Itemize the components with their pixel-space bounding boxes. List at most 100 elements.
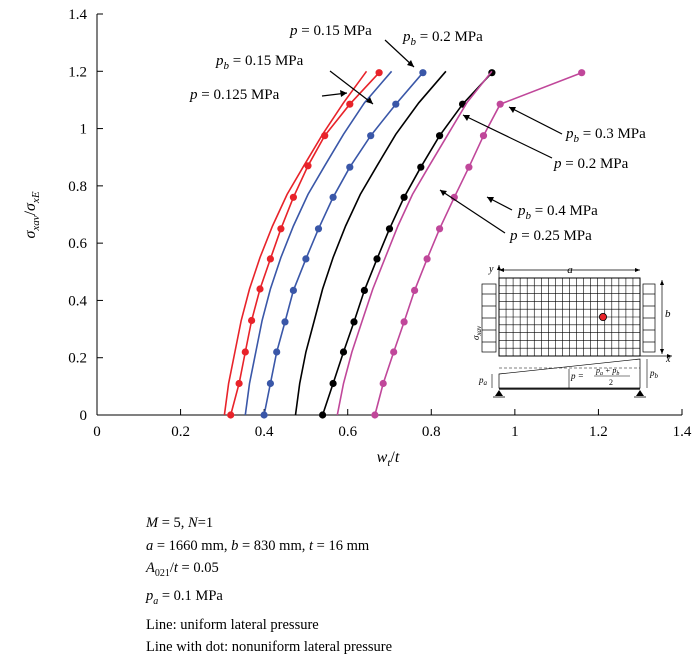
data-point bbox=[385, 225, 394, 233]
note-pa: pa = 0.1 MPa bbox=[146, 588, 223, 608]
y-tick-label: 0.8 bbox=[68, 179, 87, 195]
series-1 bbox=[227, 69, 383, 419]
series-line bbox=[263, 72, 424, 416]
data-point bbox=[411, 286, 419, 294]
annotation-p025: p = 0.25 MPa bbox=[439, 189, 592, 244]
data-point bbox=[367, 132, 375, 140]
y-tick-label: 1.2 bbox=[68, 64, 87, 80]
data-point bbox=[350, 318, 358, 326]
data-point bbox=[289, 286, 297, 294]
svg-text:p = 0.2 MPa: p = 0.2 MPa bbox=[553, 156, 629, 172]
annotation-pb03: pb = 0.3 MPa bbox=[508, 106, 646, 145]
series-5 bbox=[319, 69, 496, 419]
data-point bbox=[400, 193, 408, 201]
svg-text:p = 0.25 MPa: p = 0.25 MPa bbox=[509, 228, 592, 244]
inset-supports bbox=[493, 390, 646, 398]
data-point bbox=[436, 132, 444, 140]
data-point bbox=[465, 163, 473, 171]
data-point bbox=[329, 379, 337, 388]
data-point bbox=[450, 193, 458, 201]
x-axis-title: wt/t bbox=[377, 449, 400, 469]
data-point bbox=[256, 285, 264, 293]
data-point bbox=[392, 100, 400, 108]
data-point bbox=[436, 225, 444, 233]
data-point bbox=[304, 162, 312, 170]
annotation-pb02: pb = 0.2 MPa bbox=[402, 29, 483, 48]
y-tick-label: 0 bbox=[80, 408, 88, 424]
svg-text:pb = 0.4 MPa: pb = 0.4 MPa bbox=[517, 203, 598, 222]
annotation-pb04: pb = 0.4 MPa bbox=[486, 196, 598, 222]
note-dimensions: a = 1660 mm, b = 830 mm, t = 16 mm bbox=[146, 537, 370, 554]
series-2 bbox=[244, 70, 393, 416]
y-tick-label: 0.2 bbox=[68, 351, 87, 367]
series-3 bbox=[260, 69, 427, 419]
y-tick-label: 0.6 bbox=[68, 236, 87, 252]
data-point bbox=[373, 255, 381, 263]
annotation-p0125: p = 0.125 MPa bbox=[189, 87, 348, 103]
data-point bbox=[227, 411, 235, 419]
svg-text:pb = 0.2 MPa: pb = 0.2 MPa bbox=[402, 29, 483, 48]
inset-label-b: b bbox=[665, 308, 671, 320]
data-point bbox=[319, 411, 327, 419]
inset-formula-den: 2 bbox=[609, 378, 613, 387]
svg-text:p = 0.125 MPa: p = 0.125 MPa bbox=[189, 87, 280, 103]
data-point bbox=[277, 225, 285, 233]
series-line bbox=[223, 70, 368, 416]
x-tick-label: 0 bbox=[93, 424, 101, 440]
x-ticks: 0 0.2 0.4 0.6 0.8 1 1.2 1.4 bbox=[93, 409, 692, 440]
data-point bbox=[248, 316, 256, 325]
data-point bbox=[273, 348, 281, 356]
svg-text:p = 0.15 MPa: p = 0.15 MPa bbox=[289, 23, 372, 39]
x-tick-label: 1 bbox=[511, 424, 519, 440]
inset-label-a: a bbox=[567, 264, 573, 276]
svg-text:pb = 0.3 MPa: pb = 0.3 MPa bbox=[565, 126, 646, 145]
y-tick-label: 0.4 bbox=[68, 293, 87, 309]
x-tick-label: 0.6 bbox=[338, 424, 357, 440]
data-point bbox=[260, 411, 268, 419]
data-point bbox=[314, 225, 323, 233]
data-point bbox=[419, 69, 427, 77]
note-mn: M = 5, N=1 bbox=[146, 515, 214, 531]
data-point bbox=[329, 193, 337, 201]
series-line bbox=[336, 70, 493, 416]
data-point bbox=[496, 100, 504, 108]
data-point bbox=[479, 132, 488, 140]
note-line: Line: uniform lateral pressure bbox=[146, 616, 319, 633]
data-point bbox=[379, 379, 387, 388]
plate-inset: a y σxav b x bbox=[471, 264, 672, 398]
notes-block: M = 5, N=1 a = 1660 mm, b = 830 mm, t = … bbox=[146, 512, 392, 659]
data-point bbox=[360, 286, 368, 294]
inset-label-pa: pa bbox=[478, 375, 488, 387]
annotations: p = 0.15 MPa pb = 0.2 MPa pb = 0.15 MPa … bbox=[189, 23, 646, 244]
data-point bbox=[346, 100, 354, 108]
series-group bbox=[223, 69, 586, 419]
annotation-p02: p = 0.2 MPa bbox=[462, 114, 629, 172]
svg-text:pb = 0.15 MPa: pb = 0.15 MPa bbox=[215, 53, 304, 72]
x-tick-label: 1.2 bbox=[589, 424, 608, 440]
series-line bbox=[321, 72, 493, 416]
inset-label-y: y bbox=[488, 264, 494, 275]
data-point bbox=[417, 163, 425, 171]
x-tick-label: 0.4 bbox=[255, 424, 274, 440]
data-point bbox=[371, 411, 379, 419]
series-6 bbox=[336, 70, 493, 416]
series-line bbox=[294, 70, 447, 416]
x-tick-label: 0.2 bbox=[171, 424, 190, 440]
series-0 bbox=[223, 70, 368, 416]
note-line-dot: Line with dot: nonuniform lateral pressu… bbox=[146, 639, 393, 656]
series-line bbox=[244, 70, 393, 416]
annotation-pb015: pb = 0.15 MPa bbox=[215, 53, 374, 105]
data-point bbox=[346, 163, 354, 171]
note-a021: A021/t = 0.05 bbox=[146, 560, 219, 579]
data-point bbox=[339, 348, 348, 356]
data-point bbox=[266, 255, 274, 263]
series-line bbox=[229, 72, 380, 416]
annotation-p015: p = 0.15 MPa bbox=[289, 23, 415, 68]
data-point bbox=[241, 348, 249, 356]
data-point bbox=[302, 255, 310, 263]
y-ticks: 0 0.2 0.4 0.6 0.8 1 1.2 1.4 bbox=[68, 7, 103, 424]
x-tick-label: 1.4 bbox=[673, 424, 692, 440]
inset-formula: p = bbox=[570, 371, 584, 381]
data-point bbox=[321, 132, 329, 140]
